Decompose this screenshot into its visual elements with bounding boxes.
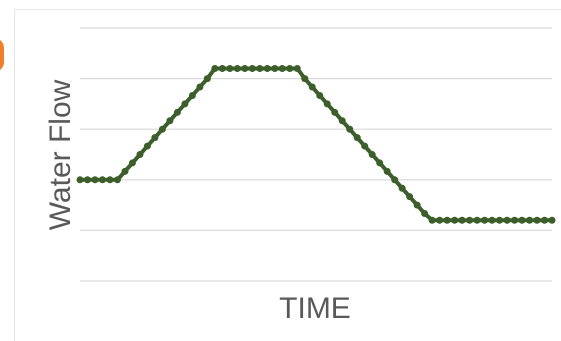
data-point [436,216,444,224]
data-point [286,64,294,72]
data-point [413,201,421,209]
data-point [226,64,234,72]
data-point [106,176,114,184]
data-point [533,216,541,224]
data-point [481,216,489,224]
data-point [188,91,196,99]
data-point [293,64,301,72]
data-point [323,100,331,108]
data-point [488,216,496,224]
data-point [173,108,181,116]
gridlines [80,27,552,282]
data-point [98,176,106,184]
data-point [391,176,399,184]
data-point [316,91,324,99]
data-point [443,216,451,224]
data-point [203,75,211,83]
data-point [308,83,316,91]
data-point [113,176,121,184]
data-point [361,142,369,150]
data-point [263,64,271,72]
data-point [511,216,519,224]
y-axis-label: Water Flow [44,79,77,230]
data-point [458,216,466,224]
data-point [503,216,511,224]
data-point [83,176,91,184]
container-border-left [14,9,15,341]
data-point [256,64,264,72]
data-point [518,216,526,224]
data-point [218,64,226,72]
data-point [166,117,174,125]
data-point [158,125,166,133]
points-layer [76,64,556,224]
data-point [181,100,189,108]
data-point [331,108,339,116]
orange-edge-marker [0,38,4,72]
data-point [151,134,159,142]
data-point [128,159,136,167]
series-line [78,66,554,223]
data-point [376,159,384,167]
data-point [278,64,286,72]
data-point [346,125,354,133]
data-point [368,151,376,158]
x-axis-label: TIME [279,292,351,325]
data-point [233,64,241,72]
data-point [76,176,84,184]
data-point [248,64,256,72]
data-point [398,184,406,192]
data-point [496,216,504,224]
data-point [91,176,99,184]
data-point [136,151,144,158]
data-point [196,83,204,91]
data-point [541,216,549,224]
data-point [428,216,436,224]
data-point [406,193,414,201]
container-border-top [14,9,561,10]
data-point [338,117,346,125]
data-point [211,64,219,72]
data-point [466,216,474,224]
data-point [353,134,361,142]
data-point [241,64,249,72]
data-point [451,216,459,224]
data-point [301,75,309,83]
data-point [526,216,534,224]
data-point [473,216,481,224]
data-point [548,216,556,224]
series-layer [78,66,554,223]
data-point [383,167,391,175]
data-point [121,167,129,175]
data-point [421,210,429,218]
data-point [271,64,279,72]
data-point [143,142,151,150]
